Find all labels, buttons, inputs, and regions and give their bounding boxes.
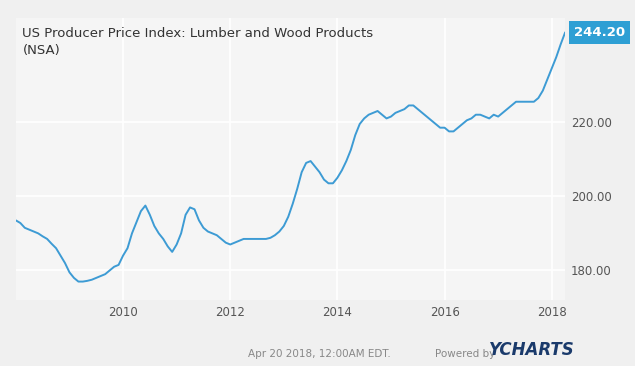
Text: YCHARTS: YCHARTS <box>489 341 575 359</box>
Text: Apr 20 2018, 12:00AM EDT.: Apr 20 2018, 12:00AM EDT. <box>248 349 391 359</box>
Text: US Producer Price Index: Lumber and Wood Products
(NSA): US Producer Price Index: Lumber and Wood… <box>22 27 373 57</box>
Text: Powered by: Powered by <box>435 349 495 359</box>
Text: 244.20: 244.20 <box>574 26 625 39</box>
